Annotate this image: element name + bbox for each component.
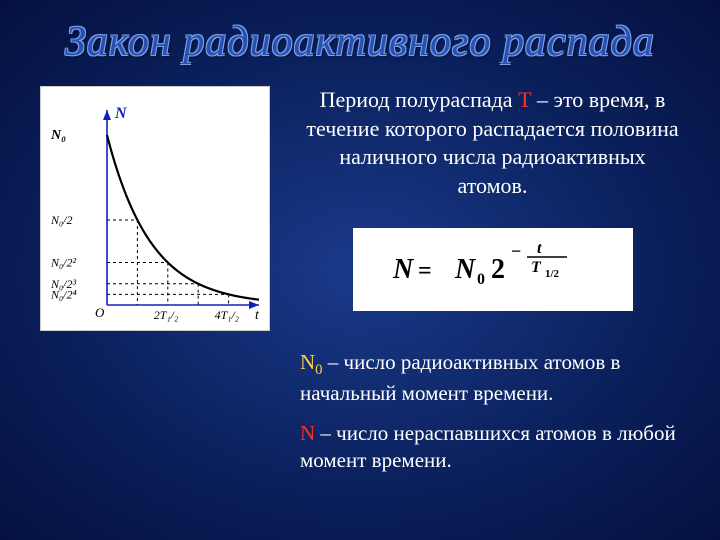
svg-text:N: N — [454, 254, 477, 285]
note-n0: N0 – число радиоактивных атомов в началь… — [300, 349, 680, 408]
svg-text:O: O — [95, 305, 105, 320]
decay-chart-svg: NtON₀N₀/2N₀/2²N₀/2³N₀/2⁴2T₁/₂4T₁/₂ — [49, 95, 263, 324]
svg-text:t: t — [255, 308, 260, 323]
svg-text:N: N — [392, 254, 415, 285]
formula-svg: N = N02−tT1/2 — [363, 240, 623, 294]
svg-text:2T₁/₂: 2T₁/₂ — [154, 308, 178, 322]
svg-text:0: 0 — [477, 271, 485, 288]
svg-text:N: N — [114, 105, 128, 122]
formula-box: N = N02−tT1/2 — [353, 228, 633, 311]
right-column: Период полураспада Т – это время, в тече… — [270, 86, 690, 331]
svg-text:−: − — [511, 241, 521, 261]
svg-text:=: = — [418, 258, 432, 284]
note-n: N – число нераспавшихся атомов в любой м… — [300, 420, 680, 475]
svg-text:2: 2 — [491, 254, 505, 285]
note-n-symbol: N — [300, 421, 315, 445]
svg-text:N₀/2²: N₀/2² — [50, 256, 77, 270]
svg-text:N₀/2⁴: N₀/2⁴ — [50, 287, 77, 301]
svg-text:1/2: 1/2 — [545, 268, 560, 280]
notes-block: N0 – число радиоактивных атомов в началь… — [0, 331, 720, 474]
definition-text: Период полураспада Т – это время, в тече… — [295, 86, 690, 220]
note-n0-symbol: N0 — [300, 350, 323, 374]
svg-text:t: t — [537, 240, 542, 257]
svg-text:4T₁/₂: 4T₁/₂ — [215, 308, 239, 322]
svg-text:N₀/2: N₀/2 — [50, 213, 73, 227]
page-title: Закон радиоактивного распада — [0, 0, 720, 66]
note-n-text: – число нераспавшихся атомов в любой мом… — [300, 421, 676, 472]
svg-text:N₀: N₀ — [50, 128, 66, 143]
definition-pre: Период полураспада — [320, 87, 518, 112]
decay-chart: NtON₀N₀/2N₀/2²N₀/2³N₀/2⁴2T₁/₂4T₁/₂ — [40, 86, 270, 331]
content-row: NtON₀N₀/2N₀/2²N₀/2³N₀/2⁴2T₁/₂4T₁/₂ Перио… — [0, 66, 720, 331]
definition-T: Т — [518, 87, 531, 112]
svg-text:T: T — [531, 259, 542, 276]
note-n0-text: – число радиоактивных атомов в начальный… — [300, 350, 620, 405]
